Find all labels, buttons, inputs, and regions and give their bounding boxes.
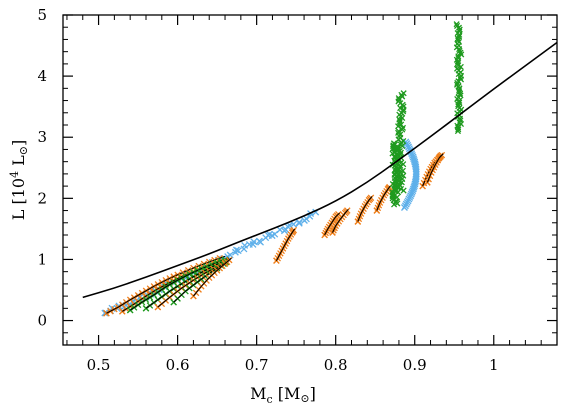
blue-point xyxy=(295,218,303,226)
track-point xyxy=(103,309,110,317)
green-spike-point xyxy=(396,118,404,125)
model-track-line xyxy=(192,257,232,297)
model-track-line xyxy=(157,260,230,308)
model-track-line xyxy=(426,153,444,183)
x-tick-label: 1 xyxy=(489,356,499,374)
blue-point xyxy=(232,246,240,254)
y-tick-label: 4 xyxy=(37,67,47,85)
plot-frame xyxy=(62,14,558,346)
green-spike-point xyxy=(453,65,461,72)
blue-point xyxy=(250,238,258,246)
green-spike-point xyxy=(400,90,407,97)
x-axis-label-sub: c xyxy=(267,393,273,406)
blue-point xyxy=(234,247,242,255)
blue-point xyxy=(255,237,263,245)
green-spike-point xyxy=(456,99,463,106)
green-spike-point xyxy=(395,146,402,153)
track-point xyxy=(424,179,431,186)
green-spike-point xyxy=(453,21,460,28)
green-spike-point xyxy=(454,122,461,129)
y-axis-label-sun: ⊙ xyxy=(17,146,30,155)
green-spike-point xyxy=(399,124,407,131)
x-axis-label-sun: ⊙ xyxy=(300,392,309,405)
track-point xyxy=(119,308,126,315)
data-marks xyxy=(82,21,558,317)
green-spike-point xyxy=(396,116,403,123)
x-tick-label: 0.8 xyxy=(324,356,348,374)
green-spike-point xyxy=(395,128,402,135)
relation-curve xyxy=(82,41,558,299)
x-axis-label-close: ] xyxy=(310,384,316,403)
axis-ticks xyxy=(63,14,558,345)
model-track-line xyxy=(357,196,373,222)
y-tick-label: 0 xyxy=(37,312,47,330)
model-track-line xyxy=(275,228,296,261)
green-spike-point xyxy=(396,174,403,181)
x-axis-label-main: M xyxy=(250,384,266,403)
x-tick-label: 0.5 xyxy=(87,356,111,374)
x-tick-label: 0.9 xyxy=(403,356,427,374)
model-track-line xyxy=(376,185,391,211)
y-axis-label-mid: L xyxy=(9,155,28,171)
blue-point xyxy=(295,219,303,227)
blue-point xyxy=(284,223,292,230)
x-axis-label-rest: [M xyxy=(273,384,301,403)
green-spike-point xyxy=(457,92,464,99)
blue-point xyxy=(226,251,234,259)
green-spike-point xyxy=(395,144,402,151)
y-axis-label: L [104 L⊙] xyxy=(8,140,30,221)
y-tick-label: 3 xyxy=(37,128,47,146)
green-spike-point xyxy=(455,103,462,110)
y-tick-label: 1 xyxy=(37,250,47,268)
y-tick-label: 2 xyxy=(37,189,47,207)
x-tick-label: 0.6 xyxy=(166,356,190,374)
y-axis-label-sup: 4 xyxy=(8,171,21,178)
green-spike-point xyxy=(395,123,402,130)
tick-labels: 0.5 0.6 0.7 0.8 0.9 1 0 1 2 3 4 5 xyxy=(37,6,498,374)
y-tick-label: 5 xyxy=(37,6,47,24)
model-track-line xyxy=(332,208,349,233)
green-spike-point xyxy=(454,22,461,30)
green-spike-point xyxy=(455,53,462,60)
blue-point xyxy=(290,220,298,228)
green-spike-point xyxy=(456,33,463,40)
blue-point xyxy=(101,309,109,317)
y-axis-label-main: L [10 xyxy=(9,178,28,220)
green-spike-point xyxy=(457,117,464,124)
x-axis-label: Mc [M⊙] xyxy=(250,384,316,406)
y-axis-label-close: ] xyxy=(9,140,28,146)
model-track-line xyxy=(324,212,340,236)
x-tick-label: 0.7 xyxy=(245,356,269,374)
model-track-line xyxy=(173,260,230,303)
green-spike-point xyxy=(453,81,461,88)
